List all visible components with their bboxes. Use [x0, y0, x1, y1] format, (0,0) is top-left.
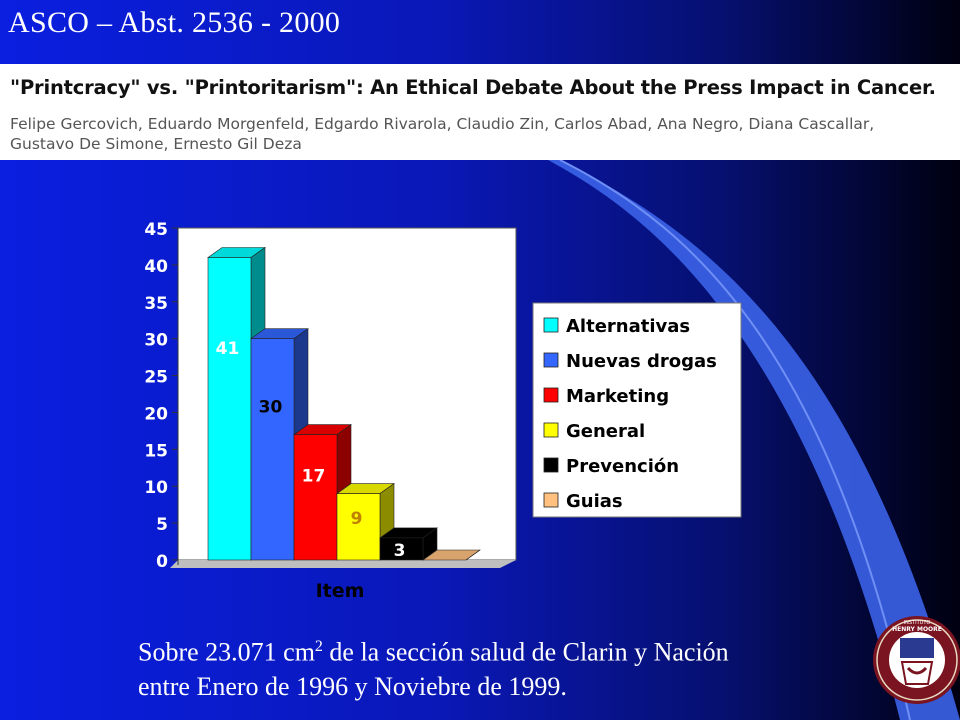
legend-swatch	[543, 387, 559, 403]
legend-label: Marketing	[566, 386, 669, 407]
bar-guias	[422, 549, 481, 561]
bar-front	[379, 537, 424, 561]
bar-side	[465, 549, 481, 561]
data-label: 9	[351, 509, 363, 529]
bar-alternativas: 41	[207, 246, 266, 561]
y-tick-label: 30	[144, 331, 168, 351]
legend-label: Alternativas	[566, 316, 690, 337]
seal-text-name: HENRY MOORE	[892, 626, 942, 633]
bar-chart: 0 5 10 15 20 25 30 35 40 45 41 30 17 9 3 Item Alterna…	[144, 220, 742, 602]
data-label: 30	[259, 398, 283, 418]
legend-swatch	[543, 457, 559, 473]
bar-front	[336, 493, 381, 561]
legend-swatch	[543, 317, 559, 333]
y-tick-label: 35	[144, 294, 168, 314]
legend-box	[532, 302, 742, 518]
bar-front	[207, 257, 252, 561]
institute-seal-logo: INSTITUTO HENRY MOORE	[873, 616, 960, 704]
abstract-banner: "Printcracy" vs. "Printoritarism": An Et…	[0, 64, 960, 160]
bar-marketing: 17	[293, 423, 352, 561]
y-tick-label: 15	[144, 441, 168, 461]
plot-floor	[170, 560, 516, 568]
data-label: 41	[216, 339, 240, 359]
caption-text-b: de la sección salud de Clarin y Nación	[322, 637, 729, 667]
legend-swatch	[543, 492, 559, 508]
bar-front	[293, 434, 338, 561]
bars: 41 30 17 9 3	[207, 246, 481, 561]
y-tick-label: 25	[144, 368, 168, 388]
legend-label: Guias	[566, 491, 623, 512]
paper-title: "Printcracy" vs. "Printoritarism": An Et…	[10, 76, 936, 99]
legend-label: Nuevas drogas	[566, 351, 717, 372]
legend: Alternativas Nuevas drogas Marketing Genera…	[532, 302, 742, 518]
y-tick-label: 5	[156, 515, 168, 535]
caption: Sobre 23.071 cm2 de la sección salud de …	[138, 630, 729, 704]
y-tick-label: 20	[144, 404, 168, 424]
legend-swatch	[543, 352, 559, 368]
y-tick-label: 0	[156, 552, 168, 572]
y-axis-ticks: 0 5 10 15 20 25 30 35 40 45	[144, 220, 178, 572]
seal-text-top: INSTITUTO	[904, 620, 931, 626]
bar-general: 9	[336, 483, 395, 561]
y-tick-label: 40	[144, 257, 168, 277]
y-tick-label: 10	[144, 478, 168, 498]
data-label: 3	[394, 541, 406, 561]
slide-title: ASCO – Abst. 2536 - 2000	[8, 6, 341, 39]
legend-label: General	[566, 421, 645, 442]
x-axis-label: Item	[316, 580, 365, 602]
bar-prevención: 3	[379, 527, 438, 561]
caption-line-2: entre Enero de 1996 y Noviebre de 1999.	[138, 671, 567, 701]
paper-authors: Felipe Gercovich, Eduardo Morgenfeld, Ed…	[10, 115, 875, 153]
data-label: 17	[302, 467, 326, 487]
legend-label: Prevención	[566, 456, 679, 477]
caption-superscript: 2	[314, 638, 323, 655]
y-tick-label: 45	[144, 220, 168, 240]
caption-text-a: Sobre 23.071 cm	[138, 637, 315, 667]
bar-front	[250, 338, 295, 561]
legend-swatch	[543, 422, 559, 438]
